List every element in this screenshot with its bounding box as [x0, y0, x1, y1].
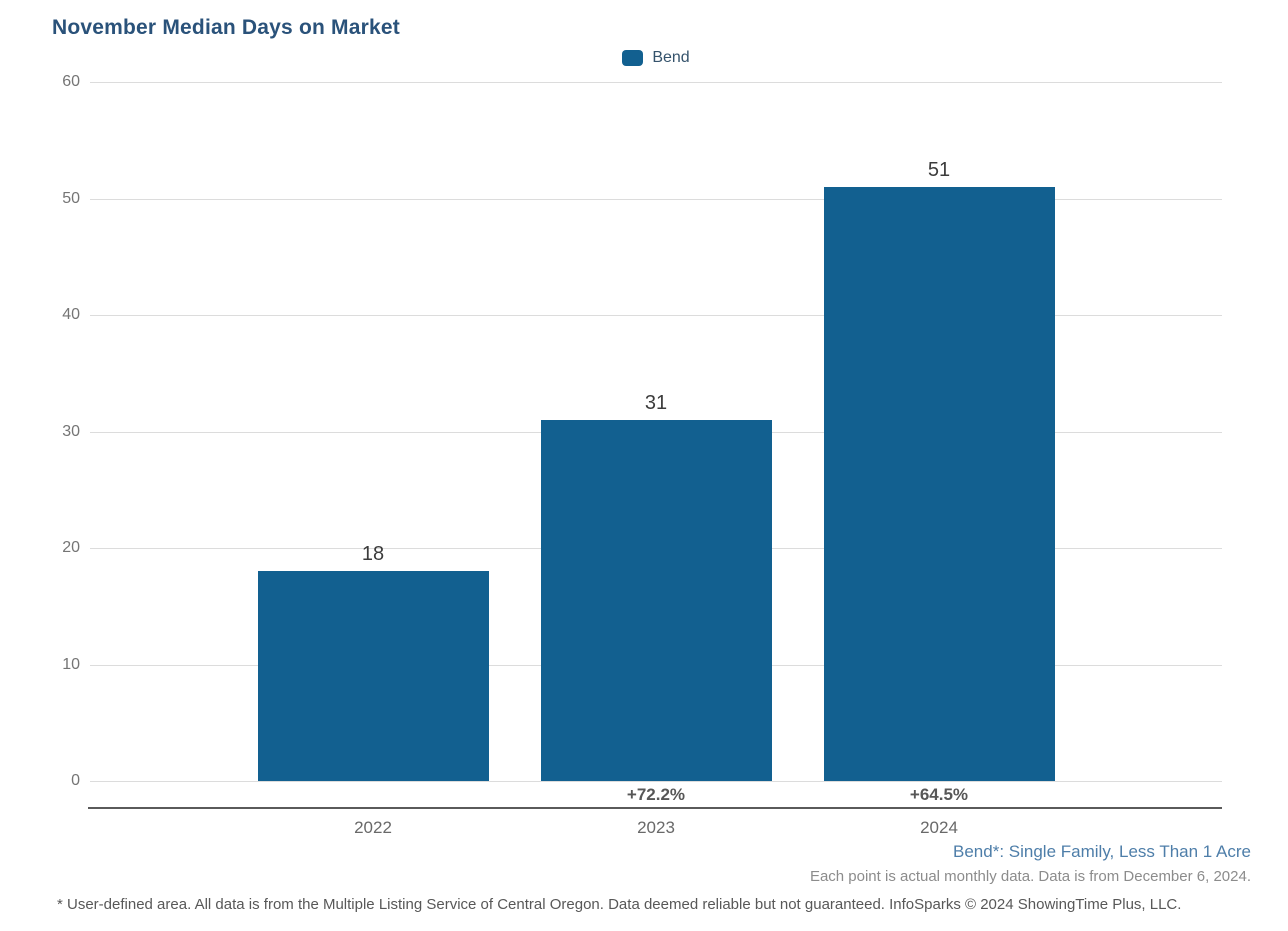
x-tick-label-2024: 2024 [920, 818, 958, 837]
data-note: Each point is actual monthly data. Data … [809, 868, 1251, 885]
x-axis-labels: 2022 2023 2024 [90, 817, 1222, 839]
y-tick-label-0: 0 [71, 772, 80, 789]
gridline-y-0 [90, 781, 1222, 782]
y-tick-label-50: 50 [62, 189, 80, 207]
x-tick-label-2022: 2022 [354, 818, 392, 837]
bar-value-label-2023: 31 [644, 391, 668, 414]
series-note: Bend*: Single Family, Less Than 1 Acre [953, 842, 1251, 861]
y-tick-label-40: 40 [62, 306, 80, 323]
x-tick-label-2023: 2023 [637, 818, 675, 837]
chart-title: November Median Days on Market [52, 16, 400, 39]
y-tick-label-30: 30 [62, 422, 80, 440]
gridline-y-50 [90, 199, 1222, 200]
legend-marker-bend [622, 50, 644, 66]
y-tick-label-60: 60 [62, 73, 80, 90]
pct-change-label-2023: +72.2% [626, 785, 686, 804]
pct-change-row: +72.2% +64.5% [90, 784, 1222, 808]
legend-label-bend: Bend [652, 49, 690, 66]
x-axis-line [88, 807, 1222, 809]
y-tick-label-10: 10 [62, 655, 80, 673]
y-tick-label-20: 20 [62, 539, 80, 556]
plot-area: 18 31 51 [90, 82, 1222, 782]
bar-2022 [257, 571, 489, 781]
bar-2023 [540, 419, 772, 781]
footer-disclaimer: * User-defined area. All data is from th… [57, 896, 1182, 913]
pct-change-label-2024: +64.5% [909, 785, 969, 804]
bar-2024 [823, 186, 1055, 781]
gridline-y-60 [90, 82, 1222, 83]
bar-value-label-2022: 18 [361, 543, 385, 566]
y-axis: 0 10 20 30 40 50 60 [30, 73, 80, 789]
legend: Bend [90, 48, 1222, 68]
bar-value-label-2024: 51 [927, 158, 951, 181]
gridline-y-40 [90, 315, 1222, 316]
